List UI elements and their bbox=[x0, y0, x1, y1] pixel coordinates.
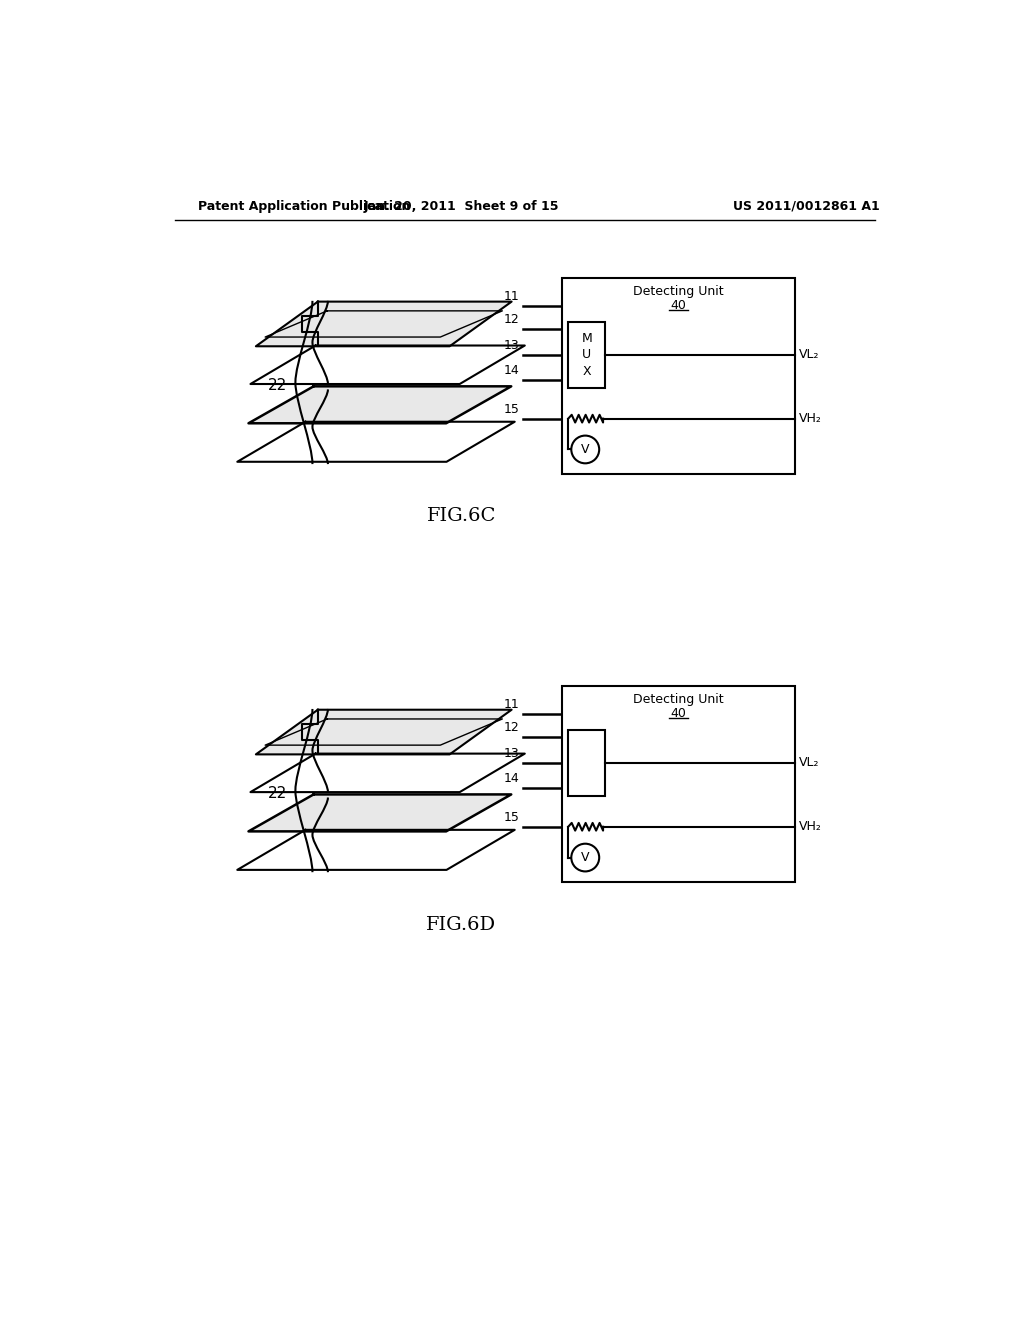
Text: M: M bbox=[581, 397, 591, 411]
Text: V: V bbox=[581, 851, 590, 865]
Text: Detecting Unit: Detecting Unit bbox=[633, 285, 724, 298]
Polygon shape bbox=[251, 754, 524, 792]
Text: VH₂: VH₂ bbox=[799, 412, 822, 425]
Text: X: X bbox=[583, 364, 591, 378]
Text: US 2011/0012861 A1: US 2011/0012861 A1 bbox=[733, 199, 880, 213]
Text: VL₂: VL₂ bbox=[799, 348, 819, 362]
Text: VH₂: VH₂ bbox=[799, 820, 822, 833]
Text: FIG.6C: FIG.6C bbox=[427, 507, 496, 525]
Text: 40: 40 bbox=[671, 708, 686, 721]
Text: M: M bbox=[582, 331, 592, 345]
Text: 11: 11 bbox=[504, 698, 519, 711]
Text: VL₂: VL₂ bbox=[799, 756, 819, 770]
Polygon shape bbox=[256, 710, 512, 755]
Circle shape bbox=[571, 436, 599, 463]
Text: Detecting Unit: Detecting Unit bbox=[633, 693, 724, 706]
Text: 22: 22 bbox=[267, 378, 287, 393]
Text: 12: 12 bbox=[504, 721, 519, 734]
Circle shape bbox=[571, 843, 599, 871]
Bar bbox=[562, 277, 795, 474]
Text: U: U bbox=[583, 348, 592, 362]
Polygon shape bbox=[251, 346, 524, 384]
Text: 13: 13 bbox=[504, 747, 519, 760]
Text: Patent Application Publication: Patent Application Publication bbox=[198, 199, 411, 213]
Polygon shape bbox=[249, 387, 511, 424]
Polygon shape bbox=[249, 795, 511, 832]
Bar bbox=[562, 686, 795, 882]
Polygon shape bbox=[238, 422, 515, 462]
Bar bbox=[568, 730, 605, 796]
Polygon shape bbox=[256, 302, 512, 346]
Text: 15: 15 bbox=[504, 810, 519, 824]
Bar bbox=[568, 322, 605, 388]
Text: V: V bbox=[581, 444, 590, 455]
Text: 11: 11 bbox=[504, 290, 519, 304]
Text: 12: 12 bbox=[504, 313, 519, 326]
Text: 14: 14 bbox=[504, 364, 519, 378]
Text: FIG.6D: FIG.6D bbox=[426, 916, 497, 933]
Polygon shape bbox=[238, 830, 515, 870]
Text: 14: 14 bbox=[504, 772, 519, 785]
Text: Jan. 20, 2011  Sheet 9 of 15: Jan. 20, 2011 Sheet 9 of 15 bbox=[364, 199, 559, 213]
Text: 22: 22 bbox=[267, 787, 287, 801]
Text: 13: 13 bbox=[504, 339, 519, 351]
Text: M: M bbox=[581, 807, 591, 818]
Text: 40: 40 bbox=[671, 298, 686, 312]
Text: 15: 15 bbox=[504, 403, 519, 416]
